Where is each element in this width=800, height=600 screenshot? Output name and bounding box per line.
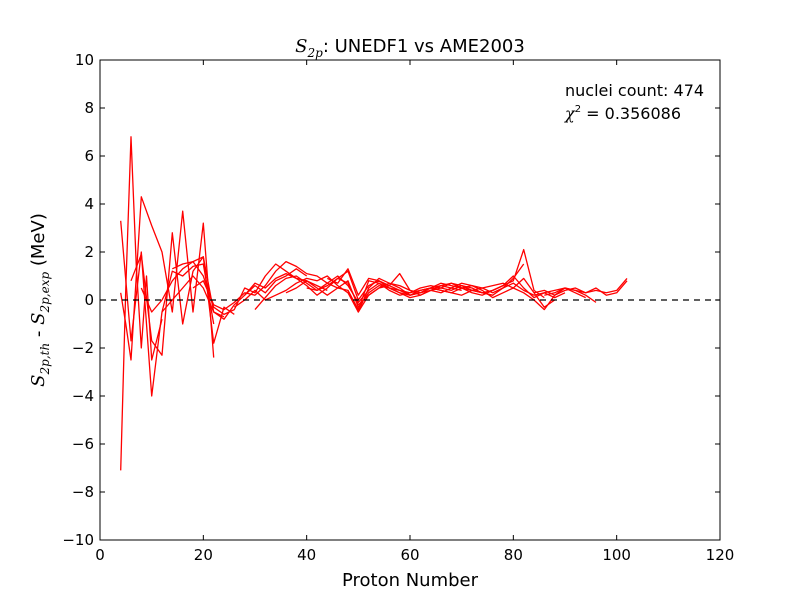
title-symbol: S	[295, 36, 307, 57]
y-tick-label: −6	[72, 435, 94, 453]
y-label-unit: (MeV)	[28, 213, 49, 272]
y-label-term1-sub: 2p,th	[38, 343, 52, 376]
nuclei-count-annotation: nuclei count: 474	[565, 81, 704, 100]
x-axis-label: Proton Number	[342, 570, 479, 591]
x-tick-label: 60	[400, 546, 419, 564]
y-tick-label: −2	[72, 339, 94, 357]
series-line-4	[130, 232, 225, 356]
x-tick-label: 40	[297, 546, 316, 564]
chart-title: S2p: UNEDF1 vs AME2003	[295, 36, 525, 60]
tick-labels-group: 0 20 40 60 80 100 120 −10 −8 −6 −4 −2 0 2 4 6 8 10	[62, 51, 734, 564]
plot-frame	[99, 59, 721, 541]
x-tick-label: 120	[706, 546, 735, 564]
y-label-separator: -	[28, 325, 49, 343]
plot-series-group	[120, 136, 628, 471]
x-tick-label: 0	[95, 546, 105, 564]
series-line-3	[120, 196, 215, 361]
ticks-group	[99, 59, 721, 541]
y-label-term2-sub: 2p,exp	[38, 272, 52, 314]
x-tick-label: 80	[504, 546, 523, 564]
y-tick-label: 8	[84, 99, 94, 117]
chi-symbol: χ	[564, 104, 576, 123]
series-line-5	[140, 256, 235, 344]
x-tick-label: 100	[602, 546, 631, 564]
title-symbol-subscript: 2p	[307, 46, 324, 60]
series-line-2	[120, 136, 163, 471]
y-tick-label: 6	[84, 147, 94, 165]
series-line-16	[533, 277, 628, 296]
y-tick-label: 4	[84, 195, 94, 213]
y-label-term1: S	[28, 375, 49, 387]
y-label-term2: S	[28, 313, 49, 325]
y-tick-label: −10	[62, 531, 94, 549]
y-tick-label: −4	[72, 387, 94, 405]
y-tick-label: 0	[84, 291, 94, 309]
series-line-6	[161, 268, 308, 320]
title-text: : UNEDF1 vs AME2003	[323, 36, 525, 57]
y-axis-label: S2p,th - S2p,exp (MeV)	[28, 213, 52, 387]
y-tick-label: 2	[84, 243, 94, 261]
y-tick-label: −8	[72, 483, 94, 501]
series-line-14	[327, 268, 586, 299]
series-line-17	[544, 280, 628, 296]
x-tick-label: 20	[194, 546, 213, 564]
series-line-10	[244, 263, 525, 301]
y-tick-label: 10	[75, 51, 94, 69]
chi-squared-annotation: χ2 = 0.356086	[564, 104, 681, 123]
series-line-12	[285, 277, 556, 308]
chi-value: = 0.356086	[581, 104, 681, 123]
chi-superscript: 2	[575, 104, 581, 115]
series-line-13	[306, 275, 566, 304]
